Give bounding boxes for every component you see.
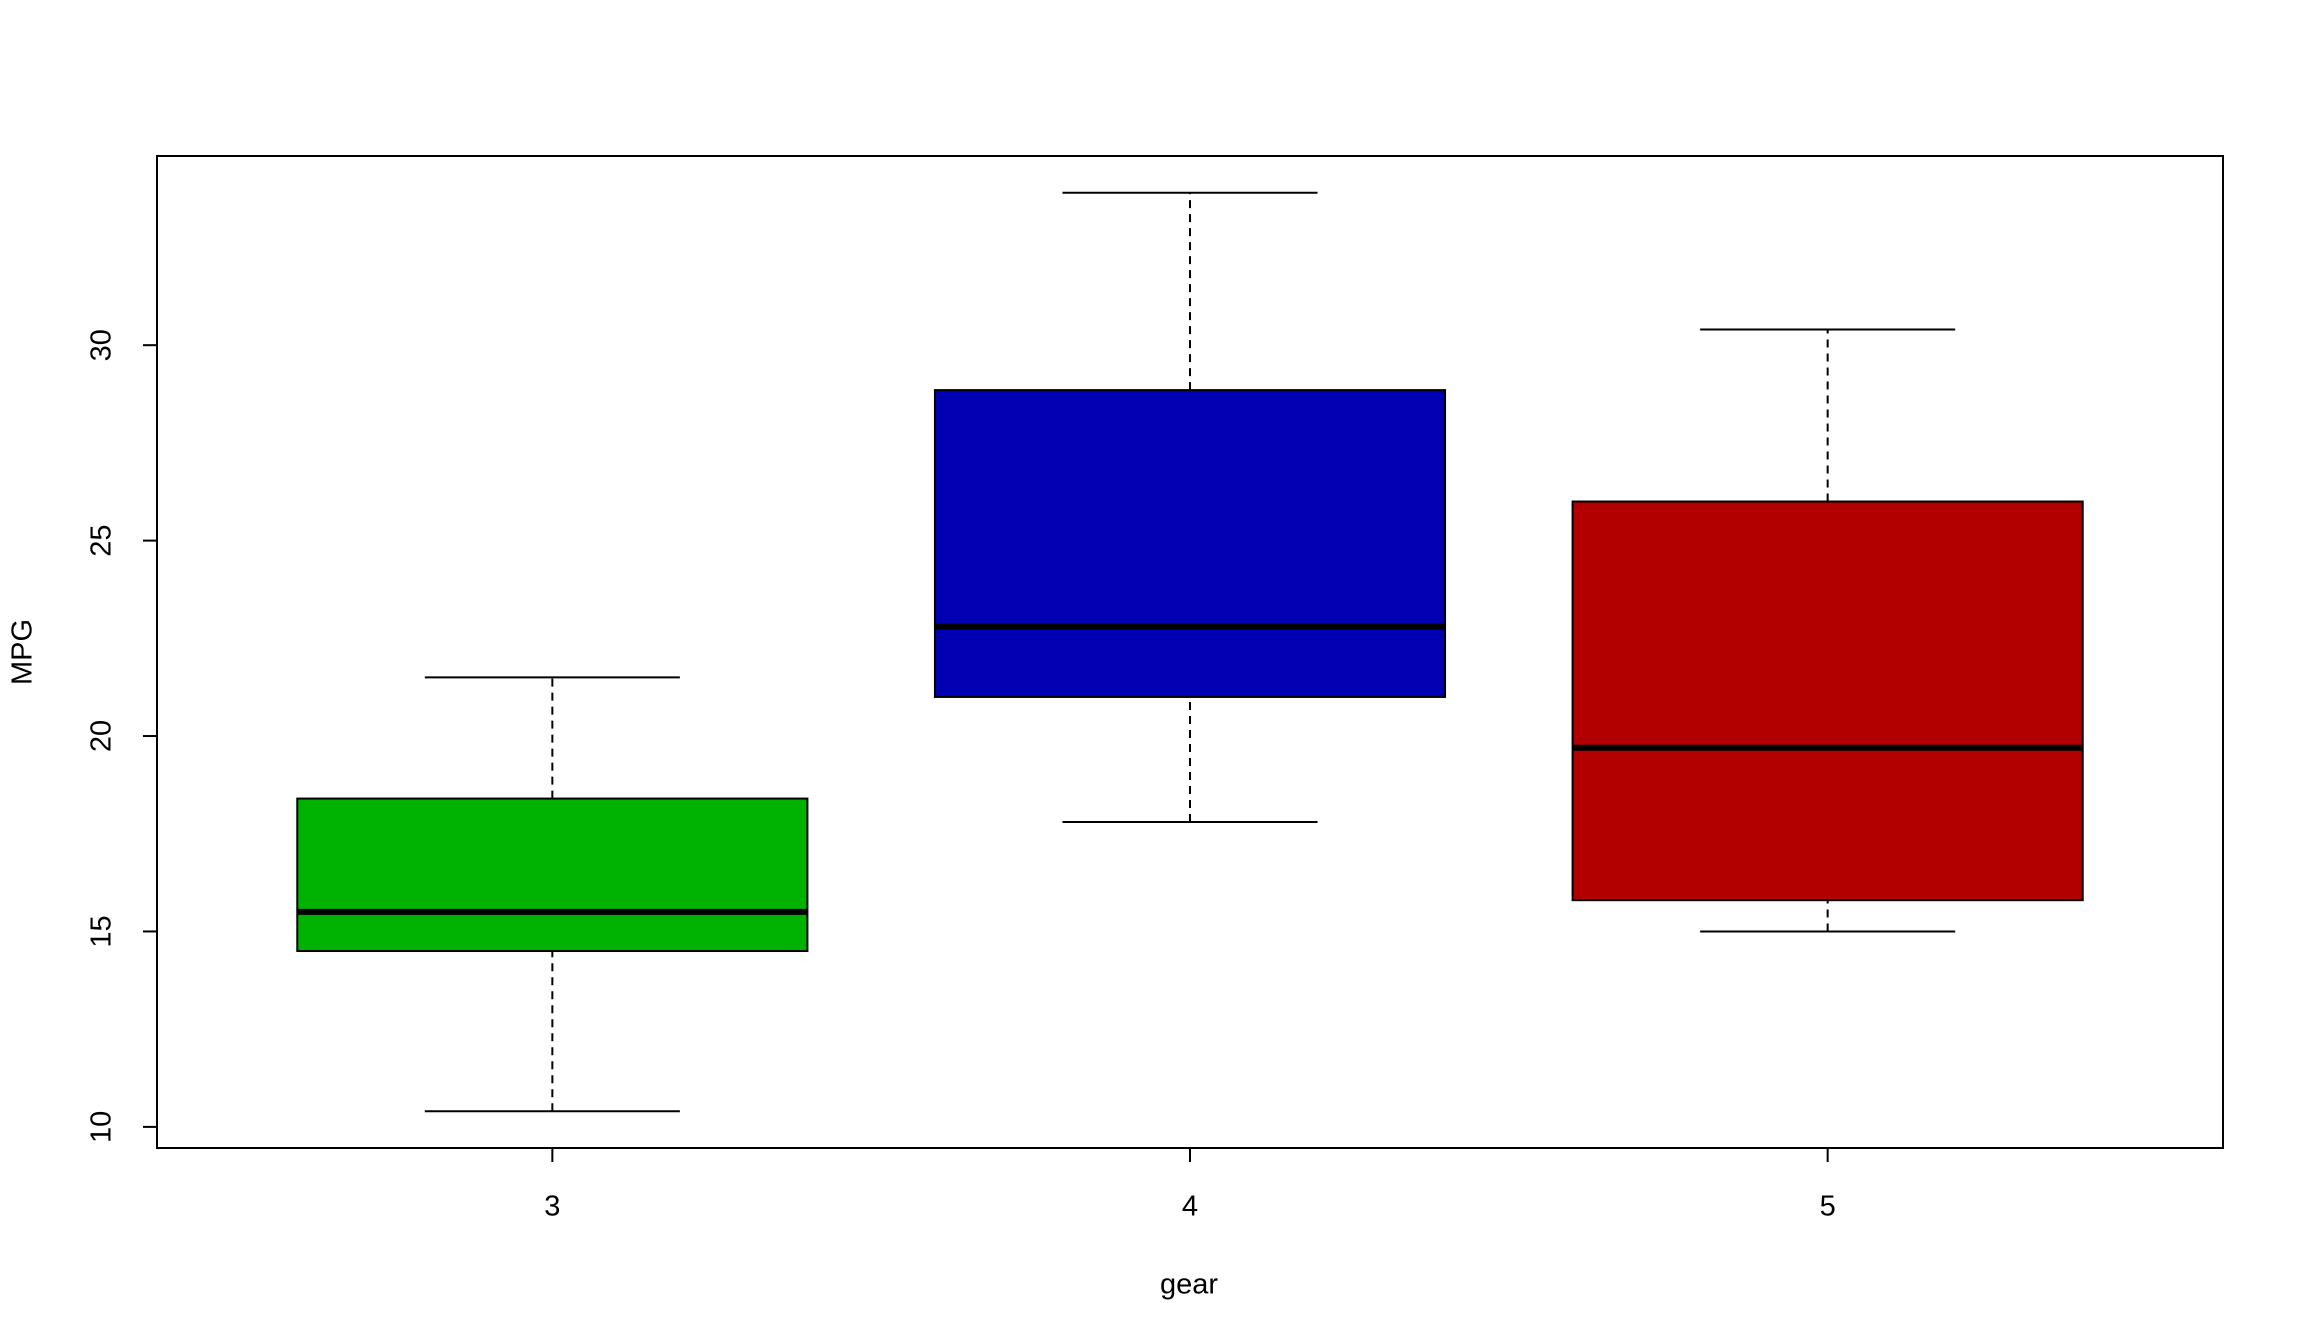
y-tick-label: 30 [86,329,118,361]
box [1571,500,2084,902]
x-tick-label: 3 [544,1191,560,1223]
y-tick-label: 15 [86,915,118,947]
y-axis-label: MPG [7,619,39,685]
box [296,797,809,953]
y-tick-label: 25 [86,524,118,556]
y-tick-label: 20 [86,720,118,752]
x-tick-label: 4 [1182,1191,1198,1223]
box [933,389,1447,698]
x-axis-label: gear [1160,1269,1218,1301]
y-tick-label: 10 [86,1111,118,1143]
x-tick-label: 5 [1820,1191,1836,1223]
